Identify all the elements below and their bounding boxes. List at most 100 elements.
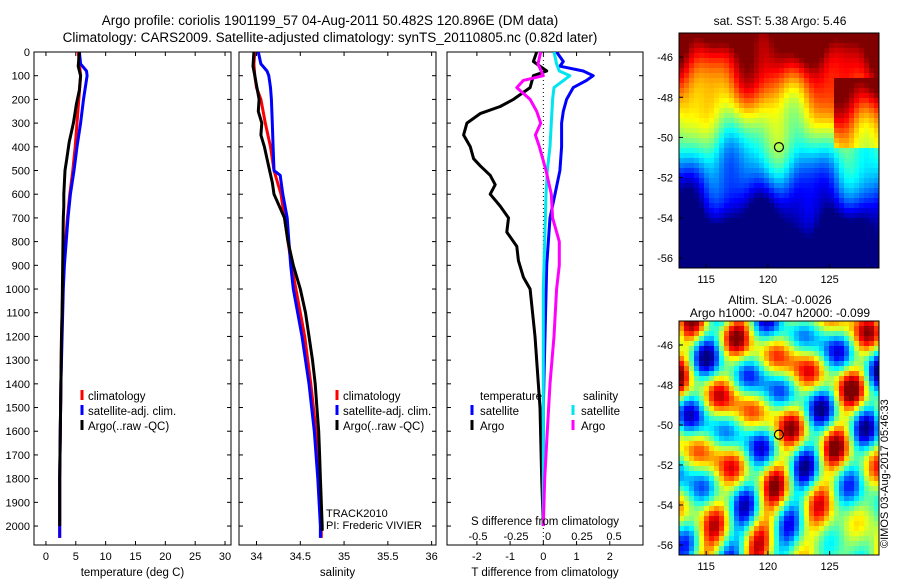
heatmap-cell xyxy=(739,491,745,497)
heatmap-cell xyxy=(869,486,875,492)
heatmap-cell xyxy=(779,198,785,204)
heatmap-cell xyxy=(814,376,820,382)
heatmap-cell xyxy=(779,526,785,532)
heatmap-cell xyxy=(794,93,800,99)
heatmap-cell xyxy=(769,118,775,124)
heatmap-cell xyxy=(724,263,730,269)
heatmap-cell xyxy=(779,248,785,254)
heatmap-cell xyxy=(759,396,765,402)
heatmap-cell xyxy=(729,178,735,184)
heatmap-cell xyxy=(764,536,770,542)
y-tick-label: 800 xyxy=(12,237,30,249)
heatmap-cell xyxy=(769,421,775,427)
heatmap-cell xyxy=(754,108,760,114)
heatmap-cell xyxy=(684,168,690,174)
heatmap-cell xyxy=(704,521,710,527)
heatmap-cell xyxy=(744,143,750,149)
heatmap-cell xyxy=(729,73,735,79)
heatmap-cell xyxy=(844,88,850,94)
heatmap-cell xyxy=(824,198,830,204)
heatmap-cell xyxy=(714,188,720,194)
heatmap-cell xyxy=(854,401,860,407)
heatmap-cell xyxy=(694,391,700,397)
heatmap-cell xyxy=(699,153,705,159)
heatmap-cell xyxy=(849,38,855,44)
heatmap-cell xyxy=(789,53,795,59)
heatmap-cell xyxy=(859,361,865,367)
heatmap-cell xyxy=(864,203,870,209)
heatmap-cell xyxy=(759,93,765,99)
heatmap-cell xyxy=(864,33,870,39)
heatmap-cell xyxy=(849,68,855,74)
heatmap-cell xyxy=(844,193,850,199)
heatmap-cell xyxy=(739,93,745,99)
heatmap-cell xyxy=(769,113,775,119)
heatmap-cell xyxy=(779,546,785,552)
heatmap-cell xyxy=(764,481,770,487)
heatmap-cell xyxy=(854,391,860,397)
heatmap-cell xyxy=(849,326,855,332)
heatmap-cell xyxy=(734,258,740,264)
heatmap-cell xyxy=(789,218,795,224)
heatmap-cell xyxy=(804,401,810,407)
heatmap-cell xyxy=(694,336,700,342)
heatmap-cell xyxy=(729,436,735,442)
heatmap-cell xyxy=(774,401,780,407)
heatmap-cell xyxy=(839,486,845,492)
heatmap-cell xyxy=(744,456,750,462)
heatmap-cell xyxy=(869,351,875,357)
heatmap-cell xyxy=(729,526,735,532)
heatmap-cell xyxy=(764,223,770,229)
heatmap-cell xyxy=(859,98,865,104)
heatmap-cell xyxy=(834,78,840,84)
heatmap-cell xyxy=(724,536,730,542)
heatmap-cell xyxy=(729,253,735,259)
heatmap-cell xyxy=(814,133,820,139)
heatmap-cell xyxy=(724,63,730,69)
heatmap-cell xyxy=(769,476,775,482)
heatmap-cell xyxy=(724,233,730,239)
heatmap-cell xyxy=(769,406,775,412)
heatmap-cell xyxy=(819,326,825,332)
heatmap-cell xyxy=(714,233,720,239)
heatmap-cell xyxy=(719,441,725,447)
heatmap-cell xyxy=(834,491,840,497)
heatmap-cell xyxy=(844,203,850,209)
heatmap-cell xyxy=(834,63,840,69)
series-salinity-argo xyxy=(515,52,561,527)
heatmap-cell xyxy=(809,58,815,64)
heatmap-cell xyxy=(704,93,710,99)
heatmap-cell xyxy=(754,486,760,492)
heatmap-cell xyxy=(734,238,740,244)
heatmap-cell xyxy=(739,183,745,189)
heatmap-cell xyxy=(819,63,825,69)
heatmap-cell xyxy=(704,133,710,139)
heatmap-cell xyxy=(769,93,775,99)
heatmap-cell xyxy=(809,321,815,327)
heatmap-cell xyxy=(804,128,810,134)
heatmap-cell xyxy=(834,153,840,159)
heatmap-cell xyxy=(789,481,795,487)
heatmap-cell xyxy=(859,208,865,214)
heatmap-cell xyxy=(704,138,710,144)
heatmap-cell xyxy=(864,396,870,402)
heatmap-cell xyxy=(744,366,750,372)
heatmap-cell xyxy=(749,521,755,527)
heatmap-cell xyxy=(719,43,725,49)
heatmap-cell xyxy=(689,118,695,124)
heatmap-cell xyxy=(719,481,725,487)
heatmap-cell xyxy=(844,426,850,432)
heatmap-cell xyxy=(709,183,715,189)
heatmap-cell xyxy=(709,426,715,432)
heatmap-cell xyxy=(749,143,755,149)
heatmap-cell xyxy=(814,108,820,114)
y-tick-label: 400 xyxy=(12,142,30,154)
heatmap-cell xyxy=(794,351,800,357)
heatmap-cell xyxy=(734,83,740,89)
heatmap-cell xyxy=(699,416,705,422)
heatmap-cell xyxy=(834,456,840,462)
heatmap-cell xyxy=(729,421,735,427)
heatmap-cell xyxy=(779,208,785,214)
heatmap-cell xyxy=(729,341,735,347)
heatmap-cell xyxy=(764,113,770,119)
